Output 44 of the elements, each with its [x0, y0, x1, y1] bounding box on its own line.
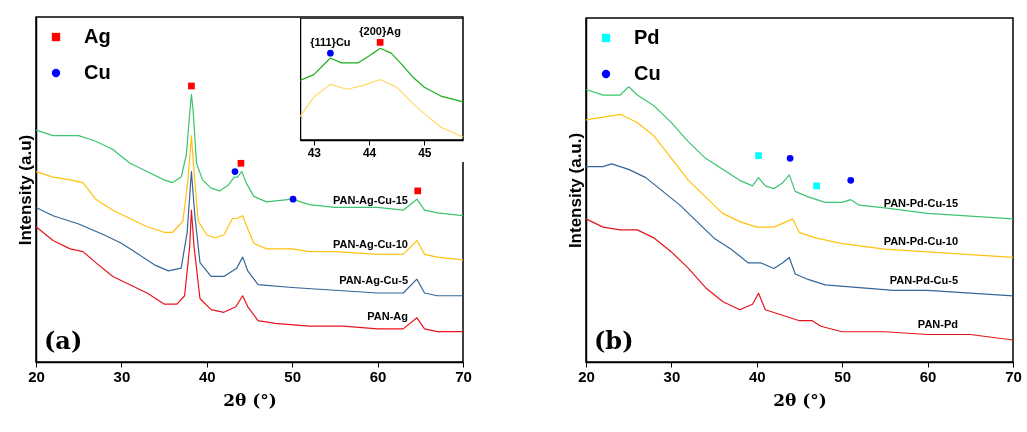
y-axis-title: Intensity (a.u)	[15, 134, 35, 246]
x-tick-label: 30	[663, 367, 681, 385]
x-tick-label: 20	[28, 367, 45, 385]
x-tick-label: 50	[284, 367, 302, 385]
x-tick-label: 20	[578, 367, 595, 385]
annotation: (b)	[594, 326, 634, 355]
series-label: PAN-Ag-Cu-15	[333, 193, 408, 206]
x-tick-label: 40	[198, 367, 216, 385]
x-tick-label: 60	[919, 367, 937, 385]
series-label: PAN-Pd-Cu-5	[889, 273, 958, 286]
point	[847, 177, 855, 184]
point	[755, 152, 762, 159]
point	[188, 82, 195, 90]
x-axis-title: 2θ (°)	[773, 389, 827, 410]
annotation: {111}Cu	[310, 36, 351, 49]
series-label: PAN-Ag	[367, 309, 408, 322]
legend-label: Cu	[634, 62, 661, 84]
annotation: (a)	[44, 326, 83, 355]
x-axis-title: 2θ (°)	[223, 389, 277, 410]
point	[786, 155, 794, 162]
series-label: PAN-Pd	[917, 317, 958, 330]
point	[289, 195, 297, 203]
series-label: PAN-Pd-Cu-10	[883, 235, 958, 248]
x-tick-label: 43	[307, 145, 322, 160]
x-tick-label: 60	[369, 367, 387, 385]
point	[414, 187, 422, 195]
legend-label: Pd	[634, 26, 660, 48]
point	[813, 182, 820, 190]
x-tick-label: 30	[113, 367, 131, 385]
x-tick-label: 70	[455, 367, 472, 385]
x-tick-label: 70	[1005, 367, 1022, 385]
x-tick-label: 50	[834, 367, 852, 385]
x-tick-label: 44	[362, 145, 377, 160]
x-tick-label: 40	[748, 367, 766, 385]
x-tick-label: 45	[418, 145, 432, 160]
point	[237, 159, 245, 167]
series-label: PAN-Ag-Cu-5	[339, 273, 408, 286]
y-axis-title: Intensity (a.u.)	[565, 132, 585, 249]
legend-label: Ag	[84, 25, 111, 47]
point	[231, 168, 239, 175]
series-label: PAN-Ag-Cu-10	[333, 237, 408, 250]
series-label: PAN-Pd-Cu-15	[883, 196, 958, 209]
legend-label: Cu	[84, 61, 111, 83]
annotation: {200}Ag	[359, 25, 401, 38]
